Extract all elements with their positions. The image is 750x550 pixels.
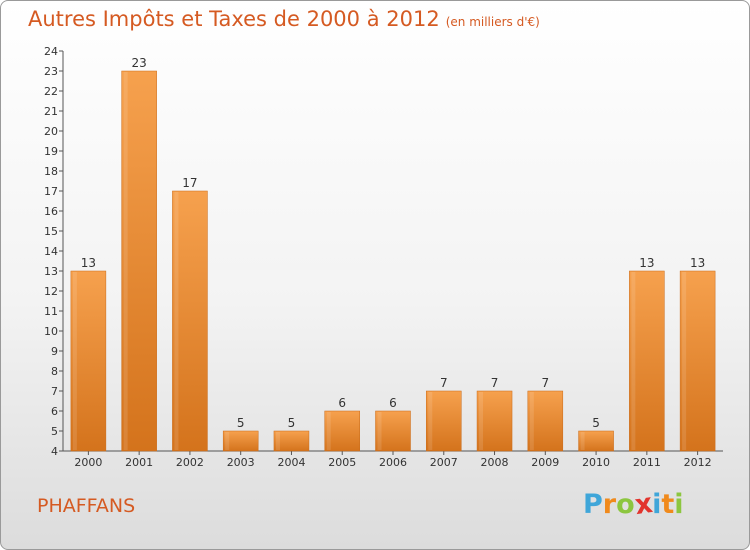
logo-letter: P: [583, 489, 603, 520]
x-tick-label-2009: 2009: [531, 456, 559, 469]
bar-2008: [476, 390, 513, 452]
bar-2009: [527, 390, 564, 452]
y-tick-label: 19: [44, 145, 58, 158]
bar-highlight: [479, 392, 484, 450]
logo-letter: i: [674, 489, 684, 520]
bar-2010: [578, 430, 614, 452]
bar-highlight: [631, 272, 636, 450]
chart-labels: 13 2000 23 2001 17 2002 5 2003 5 2004 6 2005 6 2006 7 2…: [74, 56, 711, 469]
value-label-2000: 13: [81, 256, 96, 270]
bar-2007: [426, 390, 462, 452]
x-tick-label-2008: 2008: [481, 456, 509, 469]
bar-highlight: [225, 432, 230, 450]
y-tick-label: 22: [44, 85, 58, 98]
bar-highlight: [682, 272, 687, 450]
bar-highlight: [580, 432, 585, 450]
bar-highlight: [529, 392, 534, 450]
x-tick-label-2004: 2004: [277, 456, 305, 469]
y-tick-label: 6: [51, 405, 58, 418]
y-tick-label: 14: [44, 245, 58, 258]
proxiti-logo[interactable]: Proxiti: [583, 487, 684, 522]
y-tick-label: 15: [44, 225, 58, 238]
value-label-2009: 7: [541, 376, 549, 390]
chart-title: Autres Impôts et Taxes de 2000 à 2012 (en…: [28, 7, 540, 31]
y-tick-label: 23: [44, 65, 58, 78]
bar-2011: [629, 270, 665, 452]
chart-title-text: Autres Impôts et Taxes de 2000 à 2012: [28, 7, 440, 31]
x-tick-label-2003: 2003: [227, 456, 255, 469]
y-tick-label: 24: [44, 45, 58, 58]
value-label-2001: 23: [132, 56, 147, 70]
y-tick-label: 11: [44, 305, 58, 318]
logo-letter: i: [652, 489, 662, 520]
value-label-2005: 6: [338, 396, 346, 410]
y-tick-label: 4: [51, 445, 58, 458]
x-tick-label-2007: 2007: [430, 456, 458, 469]
y-tick-label: 8: [51, 365, 58, 378]
bar-2012: [679, 270, 716, 452]
bar-2004: [273, 430, 310, 452]
logo-letter: t: [661, 489, 675, 520]
bar-2003: [222, 430, 259, 452]
bar-2006: [375, 410, 411, 452]
value-label-2003: 5: [237, 416, 245, 430]
x-tick-label-2005: 2005: [328, 456, 356, 469]
x-tick-label-2001: 2001: [125, 456, 153, 469]
value-label-2012: 13: [690, 256, 705, 270]
value-label-2007: 7: [440, 376, 448, 390]
bar-highlight: [72, 272, 77, 450]
value-label-2004: 5: [288, 416, 296, 430]
y-tick-label: 18: [44, 165, 58, 178]
value-label-2008: 7: [491, 376, 499, 390]
value-label-2010: 5: [592, 416, 600, 430]
bar-highlight: [377, 412, 382, 450]
y-tick-label: 13: [44, 265, 58, 278]
bar-2000: [70, 270, 107, 452]
bar-highlight: [326, 412, 331, 450]
logo-letter: r: [602, 489, 617, 520]
y-tick-label: 10: [44, 325, 58, 338]
commune-name: PHAFFANS: [37, 495, 136, 517]
y-tick-label: 9: [51, 345, 58, 358]
y-tick-label: 20: [44, 125, 58, 138]
y-tick-label: 21: [44, 105, 58, 118]
y-tick-label: 5: [51, 425, 58, 438]
value-label-2011: 13: [639, 256, 654, 270]
bar-2002: [172, 190, 208, 452]
logo-letter: o: [616, 489, 635, 520]
bar-highlight: [428, 392, 433, 450]
chart-bars: [70, 70, 716, 452]
value-label-2006: 6: [389, 396, 397, 410]
x-tick-label-2011: 2011: [633, 456, 661, 469]
x-tick-label-2000: 2000: [74, 456, 102, 469]
y-tick-label: 16: [44, 205, 58, 218]
bar-2001: [121, 70, 157, 452]
bar-highlight: [174, 192, 179, 450]
value-label-2002: 17: [182, 176, 197, 190]
bar-highlight: [123, 72, 128, 450]
y-tick-label: 17: [44, 185, 58, 198]
bar-2005: [324, 410, 360, 452]
x-tick-label-2010: 2010: [582, 456, 610, 469]
y-tick-label: 12: [44, 285, 58, 298]
x-tick-label-2002: 2002: [176, 456, 204, 469]
x-tick-label-2006: 2006: [379, 456, 407, 469]
logo-letter: x: [632, 487, 655, 522]
x-tick-label-2012: 2012: [684, 456, 712, 469]
chart-subtitle: (en milliers d'€): [445, 15, 540, 29]
y-tick-label: 7: [51, 385, 58, 398]
bar-highlight: [275, 432, 280, 450]
